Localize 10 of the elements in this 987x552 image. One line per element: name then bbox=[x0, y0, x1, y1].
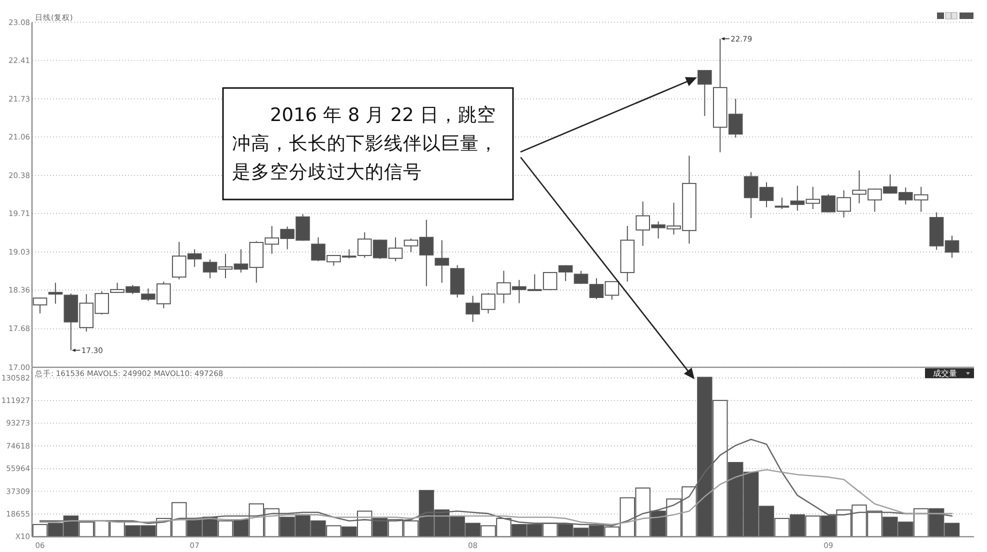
candlestick bbox=[698, 69, 712, 116]
candlestick bbox=[434, 240, 450, 284]
candlestick bbox=[48, 282, 63, 304]
candlestick bbox=[32, 297, 48, 314]
annotation: 2016 年 8 月 22 日，跳空冲高，长长的下影线伴以巨量，是多空分歧过大的信号 bbox=[232, 104, 498, 183]
candlestick bbox=[774, 197, 790, 210]
annotation: 成交量 bbox=[933, 369, 957, 378]
line-series bbox=[39, 469, 953, 526]
line-series bbox=[39, 438, 953, 526]
candlestick bbox=[574, 270, 588, 284]
